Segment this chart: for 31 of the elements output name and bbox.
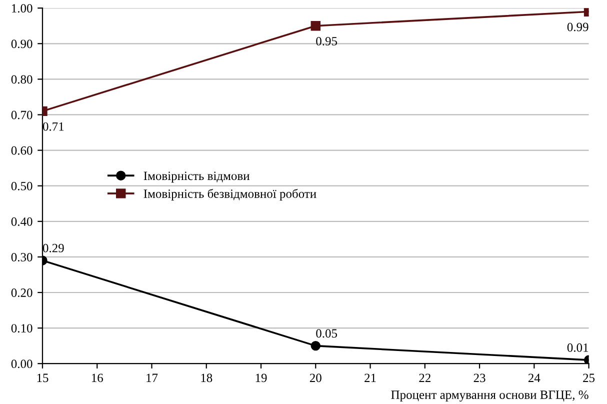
x-tick-label: 16 xyxy=(92,374,103,382)
y-tick-label: 1.00 xyxy=(12,4,32,13)
x-tick-label: 15 xyxy=(37,374,48,382)
data-label: 0.99 xyxy=(567,22,588,32)
x-tick-label: 17 xyxy=(146,374,158,382)
legend-label: Імовірність відмови xyxy=(144,172,250,183)
y-tick-label: 0.50 xyxy=(11,182,32,190)
y-tick-label: 0.90 xyxy=(11,40,32,48)
y-tick-label: 0.40 xyxy=(11,217,32,226)
x-tick-label: 24 xyxy=(528,374,540,382)
data-label: 0.05 xyxy=(316,329,338,338)
data-label: 0.95 xyxy=(316,36,338,46)
x-tick-label: 21 xyxy=(364,374,376,382)
x-axis-title: Процент армування основи ВГЦЕ, % xyxy=(391,390,588,402)
y-tick-label: 0.10 xyxy=(11,324,32,333)
y-tick-label: 0.30 xyxy=(11,252,32,262)
data-label: 0.01 xyxy=(567,343,588,352)
data-label: 0.71 xyxy=(42,122,64,131)
x-tick-label: 18 xyxy=(201,374,212,382)
x-tick-label: 23 xyxy=(474,374,486,382)
legend-label: Імовірність безвідмовної роботи xyxy=(144,188,316,200)
x-tick-label: 25 xyxy=(583,374,595,382)
x-tick-label: 22 xyxy=(419,374,430,382)
y-tick-label: 0.60 xyxy=(11,146,32,155)
x-tick-label: 19 xyxy=(256,374,267,382)
data-label: 0.29 xyxy=(42,244,64,252)
y-tick-label: 0.70 xyxy=(11,110,32,120)
y-tick-label: 0.00 xyxy=(11,360,32,368)
x-tick-label: 20 xyxy=(310,374,322,382)
y-tick-label: 0.80 xyxy=(11,75,32,84)
y-tick-label: 0.20 xyxy=(11,288,32,298)
